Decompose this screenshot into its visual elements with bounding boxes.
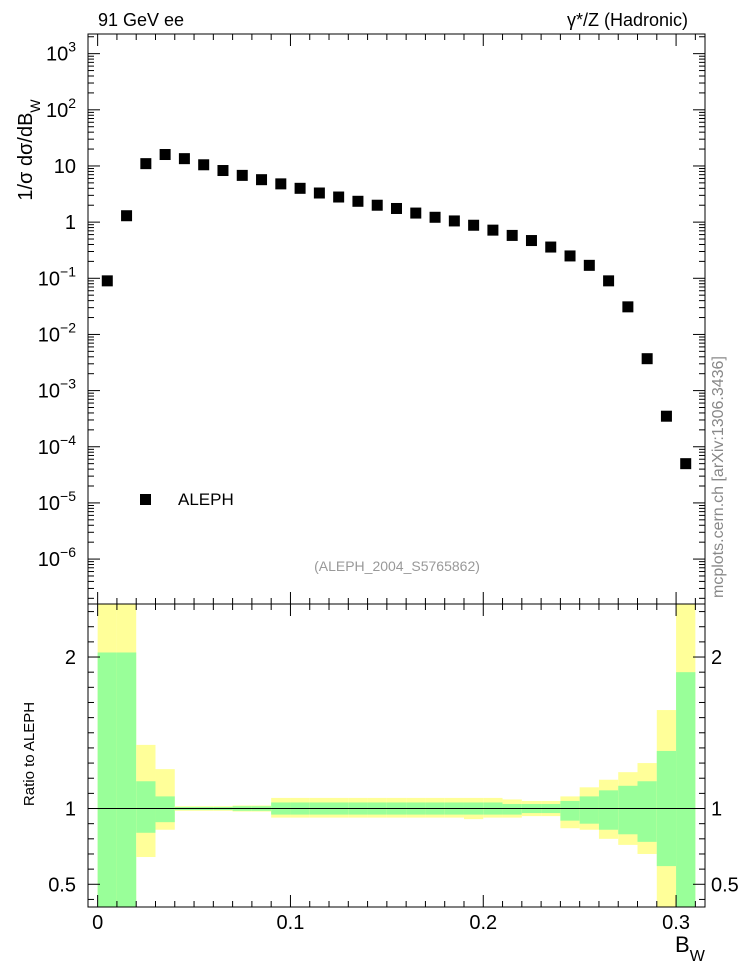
data-point [448,215,460,227]
main-plot-frame [87,33,706,605]
data-point [178,153,190,165]
data-point [313,187,325,199]
ratio-y-tick-label-left: 0.5 [48,874,76,896]
data-point [506,229,518,241]
data-point [333,191,345,203]
inner-band-bin [637,781,657,842]
legend-marker [140,494,151,505]
data-point [256,174,268,186]
inner-band-bin [579,796,599,824]
y-tick-label: 10−2 [38,319,76,346]
legend-label: ALEPH [178,490,234,509]
data-point [352,195,364,207]
data-point [236,169,248,181]
data-point [371,199,383,211]
data-point [391,202,402,214]
ratio-y-tick-label-left: 1 [65,799,76,821]
ratio-uncertainty-bands [97,604,696,907]
y-tick-label: 10−6 [38,544,76,571]
y-tick-label: 10 [54,156,76,178]
data-point [101,275,113,287]
data-point [487,224,499,236]
data-point [217,165,229,177]
data-point [429,211,441,223]
x-tick-label: 0 [92,912,103,934]
x-axis-label-text: B [675,932,690,957]
inner-band-bin [502,803,522,815]
y-tick-label: 102 [46,95,76,122]
x-axis-label-subscript: W [690,948,706,965]
x-tick-label: 0.1 [277,912,305,934]
x-axis-label: BW [675,932,706,965]
energy-label: 91 GeV ee [98,10,184,30]
data-point [660,410,672,422]
data-point [583,259,595,271]
data-point [468,219,480,231]
data-point [410,207,422,219]
ratio-y-axis-label: Ratio to ALEPH [21,702,38,806]
ratio-tick-labels: 0.5 0.5 1 1 2 2 0 0.1 0.2 0.3 [48,647,739,934]
ratio-panel: 0.5 0.5 1 1 2 2 0 0.1 0.2 0.3 Ratio to ALEPH BW [21,603,739,965]
inner-band-bin [97,652,117,907]
main-y-axis-label-text: 1/σ dσ/dB [15,113,37,201]
watermark: mcplots.cern.ch [arXiv:1306.3436] [710,356,727,598]
data-point [121,210,133,222]
aleph-data-points [101,149,692,470]
ratio-plot-frame [87,603,706,908]
y-tick-label: 103 [46,39,76,66]
inner-band-bin [560,800,580,821]
data-point [525,235,537,247]
main-y-axis-label: 1/σ dσ/dBW [15,99,43,201]
y-tick-label: 1 [65,212,76,234]
main-axis-ticks [88,34,705,604]
data-point [564,250,576,262]
inner-band-bin [676,672,696,907]
ratio-y-tick-label-right: 1 [711,799,722,821]
inner-band-bin [618,785,638,835]
y-tick-label: 10−5 [38,488,76,515]
analysis-tag: (ALEPH_2004_S5765862) [314,558,480,574]
y-tick-label: 10−1 [38,263,76,290]
data-point [294,182,306,194]
inner-band-bin [116,652,137,907]
ratio-y-tick-label-left: 2 [65,647,76,669]
inner-band-bin [155,796,175,823]
process-label: γ*/Z (Hadronic) [567,10,688,30]
x-tick-label: 0.2 [469,912,497,934]
data-point [622,301,634,313]
y-tick-label: 10−4 [38,432,76,459]
data-point [603,275,615,287]
ratio-y-tick-label-right: 0.5 [711,874,739,896]
data-point [545,241,557,253]
data-point [198,159,210,171]
data-point [140,158,152,170]
data-point [680,458,692,470]
data-point [275,178,287,190]
data-point [159,149,171,161]
data-point [641,353,653,365]
inner-band-bin [136,781,156,833]
ratio-axis-ticks [88,604,705,907]
x-tick-label: 0.3 [662,912,690,934]
inner-band-bin [598,790,619,830]
y-tick-label: 10−3 [38,376,76,403]
ratio-y-tick-label-right: 2 [711,647,722,669]
main-y-axis-label-subscript: W [27,99,43,113]
